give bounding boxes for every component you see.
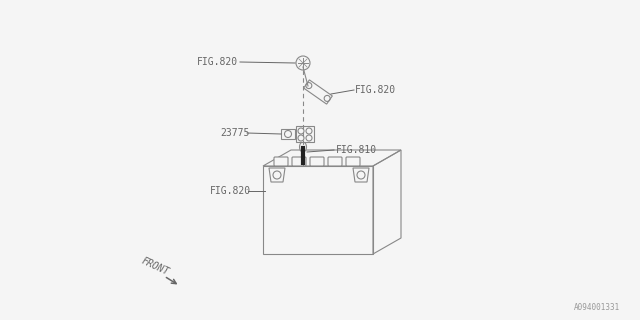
Text: FRONT: FRONT: [140, 255, 171, 277]
FancyBboxPatch shape: [296, 126, 314, 142]
Text: A094001331: A094001331: [573, 303, 620, 312]
Text: FIG.820: FIG.820: [210, 186, 251, 196]
FancyBboxPatch shape: [274, 157, 288, 166]
FancyBboxPatch shape: [310, 157, 324, 166]
Text: FIG.810: FIG.810: [336, 145, 377, 155]
FancyBboxPatch shape: [281, 129, 295, 139]
Text: FIG.820: FIG.820: [197, 57, 238, 67]
FancyBboxPatch shape: [328, 157, 342, 166]
Text: FIG.820: FIG.820: [355, 85, 396, 95]
Ellipse shape: [300, 142, 307, 152]
FancyBboxPatch shape: [346, 157, 360, 166]
Text: 23775: 23775: [220, 128, 250, 138]
FancyBboxPatch shape: [292, 157, 306, 166]
